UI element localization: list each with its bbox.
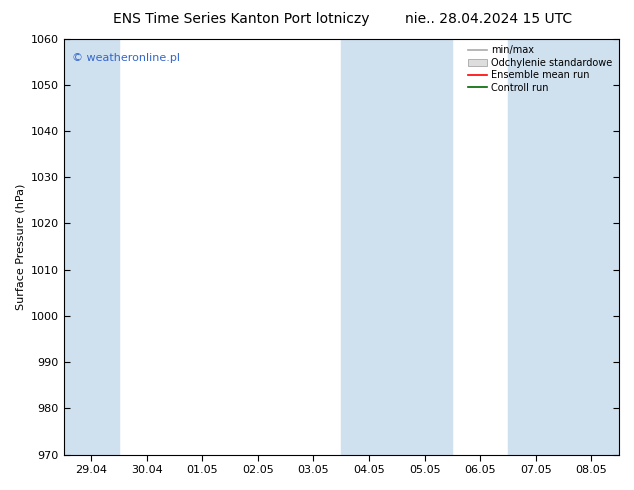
Bar [508, 39, 619, 455]
Text: ENS Time Series Kanton Port lotniczy: ENS Time Series Kanton Port lotniczy [113, 12, 369, 26]
Legend: min/max, Odchylenie standardowe, Ensemble mean run, Controll run: min/max, Odchylenie standardowe, Ensembl… [465, 44, 614, 95]
Bar [63, 39, 119, 455]
Text: © weatheronline.pl: © weatheronline.pl [72, 53, 180, 63]
Bar [341, 39, 453, 455]
Y-axis label: Surface Pressure (hPa): Surface Pressure (hPa) [15, 183, 25, 310]
Text: nie.. 28.04.2024 15 UTC: nie.. 28.04.2024 15 UTC [404, 12, 572, 26]
